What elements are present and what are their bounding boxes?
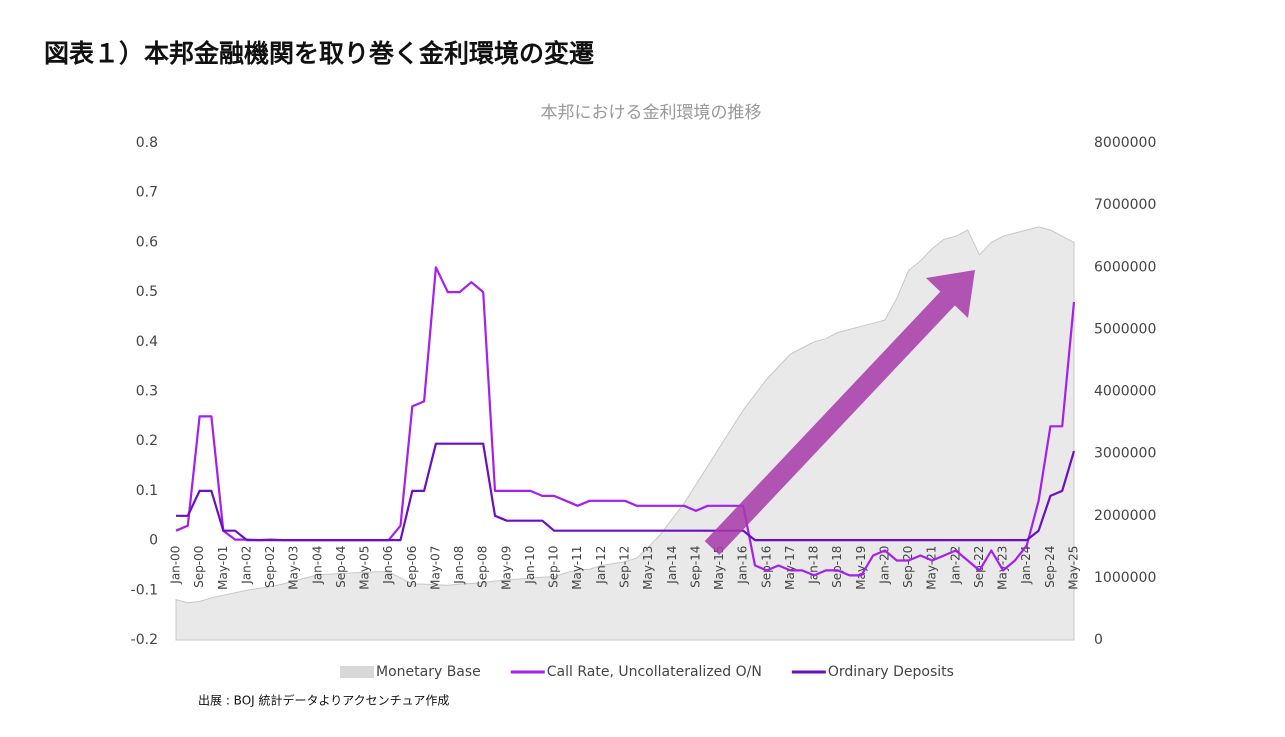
chart-title: 本邦における金利環境の推移 — [541, 103, 762, 123]
y-tick-label: 0.1 — [136, 483, 158, 499]
x-tick-label: Sep-20 — [901, 546, 915, 588]
x-tick-label: May-15 — [712, 546, 726, 590]
y2-tick-label: 5000000 — [1094, 321, 1156, 337]
x-tick-label: Sep-22 — [972, 546, 986, 588]
y2-tick-label: 7000000 — [1094, 197, 1156, 213]
y-tick-label: 0.8 — [136, 135, 158, 151]
legend-item: Ordinary Deposits — [791, 664, 954, 680]
y2-tick-label: 3000000 — [1094, 446, 1156, 462]
y-tick-label: 0.5 — [136, 284, 158, 300]
x-tick-label: Sep-12 — [618, 546, 632, 588]
legend: Monetary Base Call Rate, Uncollateralized… — [340, 664, 954, 680]
legend-label: Call Rate, Uncollateralized O/N — [547, 664, 762, 680]
x-tick-label: Sep-06 — [405, 546, 419, 588]
x-tick-label: May-01 — [216, 546, 230, 590]
area-series — [175, 226, 1075, 641]
line-series — [176, 442, 1076, 542]
y-tick-label: -0.1 — [131, 582, 158, 598]
y-tick-label: 0 — [149, 533, 158, 549]
legend-swatch — [340, 666, 374, 678]
x-tick-label: Sep-14 — [688, 546, 702, 588]
x-tick-label: Jan-16 — [736, 546, 750, 585]
y-tick-label: -0.2 — [131, 632, 158, 648]
x-tick-label: May-03 — [287, 546, 301, 590]
y2-tick-label: 6000000 — [1094, 259, 1156, 275]
y-tick-label: 0.2 — [136, 433, 158, 449]
x-tick-label: May-09 — [499, 546, 513, 590]
x-tick-label: May-05 — [358, 546, 372, 590]
x-tick-label: Jan-08 — [452, 546, 466, 585]
x-tick-label: Jan-14 — [665, 546, 679, 585]
page-title: 図表１）本邦金融機関を取り巻く金利環境の変遷 — [44, 39, 594, 68]
x-tick-label: May-11 — [570, 546, 584, 590]
legend-label: Ordinary Deposits — [828, 664, 954, 680]
legend-item: Call Rate, Uncollateralized O/N — [510, 664, 762, 680]
x-tick-label: May-19 — [854, 546, 868, 590]
x-tick-label: Sep-00 — [192, 546, 206, 588]
x-tick-label: May-13 — [641, 546, 655, 590]
x-tick-label: May-21 — [925, 546, 939, 590]
x-tick-label: Jan-12 — [594, 546, 608, 585]
legend-label: Monetary Base — [376, 664, 481, 680]
x-tick-label: Sep-18 — [830, 546, 844, 588]
x-tick-label: May-25 — [1067, 546, 1081, 590]
x-tick-label: Jan-06 — [381, 546, 395, 585]
y-tick-label: 0.7 — [136, 185, 158, 201]
x-tick-label: Jan-04 — [310, 546, 324, 585]
x-tick-label: Sep-08 — [476, 546, 490, 588]
x-tick-label: Sep-04 — [334, 546, 348, 588]
arrow-shaft — [704, 289, 958, 555]
x-tick-label: Jan-24 — [1019, 546, 1033, 585]
legend-item: Monetary Base — [340, 664, 481, 680]
y2-tick-label: 1000000 — [1094, 570, 1156, 586]
source-note: 出展 : BOJ 統計データよりアクセンチュア作成 — [198, 693, 449, 708]
x-tick-label: Jan-00 — [169, 546, 183, 585]
x-tick-label: Jan-18 — [807, 546, 821, 585]
x-tick-label: May-17 — [783, 546, 797, 590]
x-tick-label: Sep-02 — [263, 546, 277, 588]
y-tick-label: 0.4 — [136, 334, 158, 350]
y2-tick-label: 8000000 — [1094, 135, 1156, 151]
x-tick-label: Jan-20 — [877, 546, 891, 585]
x-tick-label: Sep-10 — [547, 546, 561, 588]
x-tick-label: Sep-24 — [1043, 546, 1057, 588]
x-tick-label: Sep-16 — [759, 546, 773, 588]
trend-arrow — [704, 270, 975, 555]
y2-tick-label: 4000000 — [1094, 384, 1156, 400]
x-tick-label: May-07 — [428, 546, 442, 590]
y-tick-label: 0.3 — [136, 384, 158, 400]
x-tick-label: Jan-10 — [523, 546, 537, 585]
y2-tick-label: 2000000 — [1094, 508, 1156, 524]
y2-tick-label: 0 — [1094, 632, 1103, 648]
y-tick-label: 0.6 — [136, 234, 158, 250]
x-tick-label: Jan-02 — [239, 546, 253, 585]
arrow-head — [926, 270, 975, 318]
x-tick-label: Jan-22 — [948, 546, 962, 585]
